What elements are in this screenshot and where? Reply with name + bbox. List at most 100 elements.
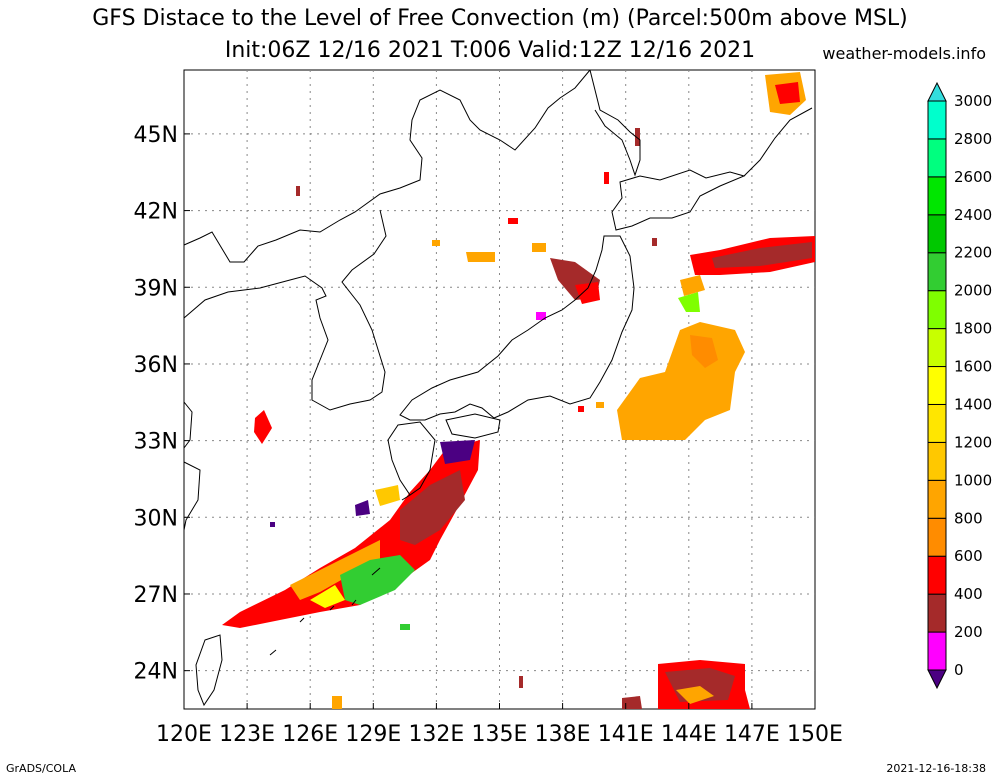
colorbar-label: 3000	[954, 92, 992, 110]
colorbar-swatch	[927, 517, 947, 557]
field-ryukyu-band	[222, 440, 480, 628]
field-speck	[604, 172, 609, 184]
colorbar-label: 600	[954, 547, 983, 565]
coast-hokkaido	[611, 169, 746, 231]
colorbar-swatch	[927, 441, 947, 481]
colorbar-swatch	[927, 214, 947, 254]
lat-tick-label: 39N	[134, 276, 178, 301]
colorbar-label: 1600	[954, 358, 992, 376]
axes: 120E 123E 126E 129E 132E 135E 138E 141E 144E 147E…	[134, 123, 843, 747]
colorbar-label: 0	[954, 661, 964, 679]
lon-tick-label: 132E	[408, 722, 464, 747]
colorbar-swatch	[927, 290, 947, 330]
coast-china	[183, 401, 201, 531]
colorbar-swatch	[927, 176, 947, 216]
field-speck	[332, 696, 342, 709]
lat-tick-label: 30N	[134, 506, 178, 531]
field-ryukyu-band-lime	[310, 585, 345, 608]
field-east-japan-core	[690, 335, 718, 368]
colorbar-label: 1800	[954, 320, 992, 338]
field-speck	[652, 238, 657, 246]
coast-sakhalin	[589, 69, 641, 177]
colorbar-swatch	[927, 631, 947, 671]
colorbar-swatch	[927, 555, 947, 595]
lon-tick-label: 144E	[661, 722, 717, 747]
field-tohoku-cell-red	[575, 282, 600, 304]
footer-software: GrADS/COLA	[6, 762, 76, 775]
field-ryukyu-band-brown	[400, 470, 465, 545]
field-speck	[519, 676, 523, 688]
colorbar-label: 800	[954, 509, 983, 527]
footer-timestamp: 2021-12-16-18:38	[886, 762, 986, 775]
colorbar-label: 2200	[954, 244, 992, 262]
field-ne-band-inner	[712, 242, 812, 268]
colorbar-swatch	[927, 138, 947, 178]
field-ne-band-edge	[680, 275, 705, 296]
lat-tick-label: 36N	[134, 353, 178, 378]
colorbar-label: 1200	[954, 433, 992, 451]
field-speck	[432, 240, 440, 246]
map-title: GFS Distace to the Level of Free Convect…	[92, 6, 908, 31]
colorbar-label: 200	[954, 623, 983, 641]
colorbar-swatch	[927, 100, 947, 140]
lon-tick-label: 129E	[345, 722, 401, 747]
field-speck	[270, 522, 275, 527]
colorbar-swatch	[927, 366, 947, 405]
colorbar: 0 200 400 600 800 1000 1200 1400 1600 1800 2000 220…	[927, 81, 992, 690]
field-speck	[508, 218, 518, 224]
map-subtitle: Init:06Z 12/16 2021 T:006 Valid:12Z 12/1…	[224, 38, 756, 63]
colorbar-over-triangle	[927, 81, 947, 102]
field-south-small	[622, 696, 642, 709]
field-east-china-sea-cell	[254, 410, 272, 444]
coast-kyushu	[387, 421, 436, 496]
field-yellow-kyushu	[375, 485, 400, 506]
lfc-field	[222, 72, 815, 709]
field-speck	[536, 312, 546, 320]
field-kyushu-purple	[440, 440, 475, 464]
field-speck	[635, 128, 640, 146]
lat-tick-label: 33N	[134, 430, 178, 455]
lat-tick-label: 27N	[134, 583, 178, 608]
colorbar-label: 2800	[954, 130, 992, 148]
coastlines	[183, 69, 813, 707]
coast-taiwan	[195, 634, 223, 707]
field-sea-japan-yellow	[466, 252, 495, 262]
lon-tick-label: 123E	[219, 722, 275, 747]
coast-shikoku	[445, 413, 501, 439]
field-purple-small	[355, 500, 370, 516]
field-speck	[578, 406, 584, 412]
field-sea-japan-small	[532, 243, 546, 252]
coast-honshu	[399, 235, 635, 421]
lon-tick-label: 138E	[535, 722, 591, 747]
field-east-japan-green	[678, 292, 700, 312]
site-credit: weather-models.info	[822, 44, 986, 63]
field-kuril-core	[775, 82, 800, 104]
lon-tick-label: 147E	[724, 722, 780, 747]
field-speck	[596, 402, 604, 408]
field-speck	[296, 186, 300, 196]
colorbar-swatch	[927, 328, 947, 368]
colorbar-swatch	[927, 479, 947, 519]
colorbar-label: 2600	[954, 168, 992, 186]
lat-tick-label: 42N	[134, 200, 178, 225]
lon-tick-label: 126E	[282, 722, 338, 747]
lon-tick-label: 150E	[787, 722, 843, 747]
lon-tick-label: 141E	[598, 722, 654, 747]
coast-mainland	[183, 69, 591, 263]
colorbar-swatch	[927, 403, 947, 443]
coast-ryukyu	[269, 494, 411, 656]
lon-tick-label: 135E	[472, 722, 528, 747]
colorbar-swatch	[927, 252, 947, 292]
lon-tick-label: 120E	[156, 722, 212, 747]
colorbar-swatch	[927, 593, 947, 633]
field-ryukyu-band-orange	[290, 540, 380, 600]
colorbar-label: 2400	[954, 206, 992, 224]
lat-tick-label: 24N	[134, 660, 178, 685]
coast-korea-bohai	[183, 209, 387, 411]
colorbar-label: 1000	[954, 471, 992, 489]
field-ryukyu-band-green	[340, 555, 415, 605]
colorbar-label: 400	[954, 585, 983, 603]
field-south-yellow	[676, 686, 714, 704]
field-speck	[400, 624, 410, 630]
